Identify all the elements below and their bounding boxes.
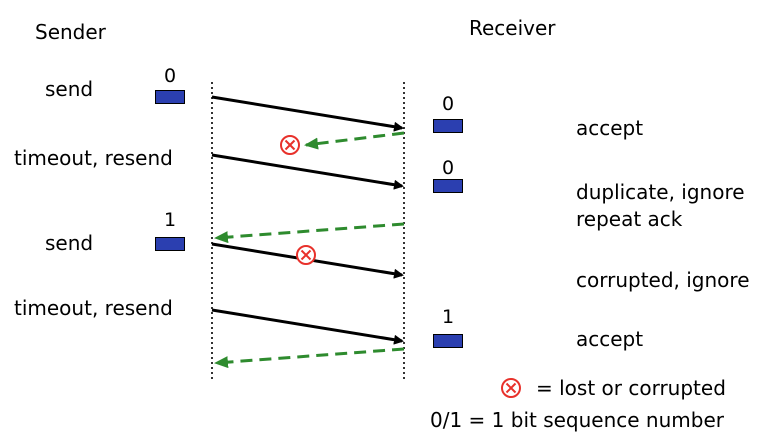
receiver-packet-2-seq: 0	[441, 157, 455, 179]
sender-packet-2	[155, 237, 185, 251]
receiver-event-accept-1: accept	[576, 116, 644, 140]
lost-ack-icon	[280, 135, 300, 155]
ack-arrow-1	[304, 131, 405, 150]
sender-header: Sender	[35, 20, 106, 44]
receiver-event-repeat-ack: repeat ack	[576, 207, 683, 231]
sender-event-timeout-2: timeout, resend	[14, 296, 173, 320]
receiver-event-duplicate: duplicate, ignore	[576, 180, 745, 204]
receiver-event-accept-2: accept	[576, 327, 644, 351]
sender-event-timeout-1: timeout, resend	[14, 146, 173, 170]
sender-packet-1	[155, 90, 185, 104]
sender-packet-2-seq: 1	[163, 209, 177, 231]
receiver-header: Receiver	[469, 16, 556, 40]
legend-error-icon	[501, 378, 521, 398]
sender-event-send-2: send	[45, 231, 94, 255]
sender-packet-1-seq: 0	[163, 65, 177, 87]
data-arrow-2	[211, 153, 404, 190]
receiver-packet-1-seq: 0	[441, 93, 455, 115]
ack-arrow-3	[214, 347, 405, 369]
data-arrow-1	[211, 95, 404, 132]
receiver-event-corrupted: corrupted, ignore	[576, 268, 750, 292]
legend-lost-text: = lost or corrupted	[536, 376, 726, 400]
sender-event-send-1: send	[45, 77, 94, 101]
receiver-packet-3-seq: 1	[441, 306, 455, 328]
receiver-packet-2	[433, 179, 463, 193]
data-arrow-4	[211, 308, 404, 345]
receiver-packet-3	[433, 334, 463, 348]
corrupted-packet-icon	[296, 245, 316, 265]
receiver-packet-1	[433, 119, 463, 133]
legend-sequence-text: 0/1 = 1 bit sequence number	[430, 408, 724, 432]
ack-arrow-2	[214, 222, 405, 244]
